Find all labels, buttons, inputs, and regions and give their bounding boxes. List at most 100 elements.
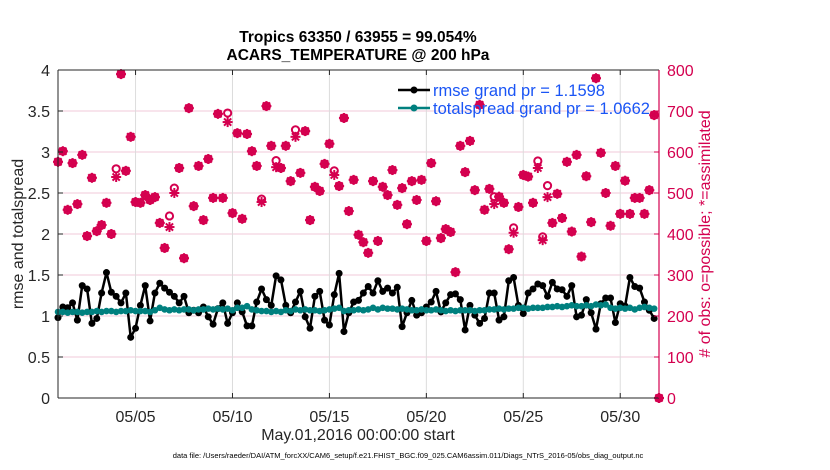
obs-assimilated-point: [319, 158, 330, 169]
asterisk-stroke: [97, 220, 106, 230]
rmse-point: [388, 289, 396, 297]
y-tick-label-left: 0.5: [28, 350, 50, 367]
totalspread-point: [335, 304, 343, 312]
obs-assimilated-point: [513, 201, 524, 212]
obs-assimilated-point: [586, 217, 597, 228]
asterisk-stroke: [431, 196, 441, 206]
totalspread-point: [612, 305, 619, 312]
totalspread-point: [316, 307, 324, 315]
obs-assimilated-point: [106, 229, 117, 239]
rmse-point: [112, 292, 120, 300]
totalspread-point: [568, 302, 576, 309]
obs-assimilated-point: [474, 99, 485, 110]
rmse-point: [117, 299, 125, 307]
rmse-point: [73, 316, 81, 324]
asterisk-stroke: [557, 213, 567, 223]
obs-assimilated-point: [649, 110, 660, 121]
totalspread-point: [355, 306, 362, 313]
totalspread-point: [204, 305, 212, 312]
obs-assimilated-point: [179, 253, 190, 264]
rmse-point: [296, 287, 304, 295]
asterisk-stroke: [368, 176, 378, 186]
rmse-point: [321, 316, 329, 324]
asterisk-stroke: [611, 161, 620, 171]
obs-assimilated-point: [527, 197, 538, 208]
totalspread-point: [461, 306, 469, 314]
asterisk-stroke: [77, 150, 87, 160]
asterisk-stroke: [552, 189, 562, 199]
totalspread-point: [447, 306, 454, 314]
obs-assimilated-point: [120, 165, 131, 176]
asterisk-stroke: [339, 113, 349, 123]
obs-assimilated-point: [406, 176, 417, 187]
asterisk-stroke: [107, 229, 116, 239]
rmse-point: [369, 289, 377, 297]
asterisk-stroke: [572, 150, 581, 160]
obs-assimilated-point: [537, 235, 548, 246]
y-tick-label-left: 2.5: [28, 186, 50, 203]
asterisk-stroke: [237, 214, 247, 224]
rmse-point: [432, 287, 440, 295]
rmse-point: [98, 289, 106, 297]
rmse-point: [393, 283, 401, 291]
asterisk-stroke: [601, 188, 610, 198]
totalspread-point: [127, 306, 135, 314]
asterisk-stroke: [422, 236, 431, 246]
obs-assimilated-point: [261, 101, 272, 112]
rmse-point: [587, 309, 595, 317]
y-tick-label-right: 0: [667, 391, 676, 408]
asterisk-stroke: [383, 190, 392, 200]
asterisk-stroke: [228, 208, 237, 218]
asterisk-stroke: [140, 190, 150, 200]
obs-possible-point: [164, 211, 175, 221]
obs-assimilated-point: [353, 229, 364, 240]
totalspread-point: [471, 307, 479, 315]
obs-assimilated-point: [198, 215, 209, 226]
asterisk-stroke: [194, 161, 203, 171]
obs-count-marks: [53, 69, 664, 403]
asterisk-stroke: [184, 103, 194, 113]
asterisk-stroke: [121, 166, 131, 176]
totalspread-point: [476, 306, 483, 314]
totalspread-point: [466, 306, 474, 314]
asterisk-stroke: [174, 163, 184, 173]
x-tick-label: 05/05: [116, 409, 156, 426]
rmse-point: [170, 292, 178, 300]
totalspread-point: [306, 306, 314, 314]
asterisk-stroke: [388, 165, 397, 175]
obs-assimilated-point: [266, 140, 277, 151]
asterisk-stroke: [189, 201, 199, 211]
obs-assimilated-point: [523, 171, 534, 182]
totalspread-point: [650, 305, 658, 312]
totalspread-point: [209, 306, 217, 313]
rmse-point: [88, 319, 96, 327]
rmse-point: [602, 294, 610, 302]
rmse-point: [102, 269, 110, 277]
data-file-footer: data file: /Users/raeder/DAI/ATM_forcXX/…: [173, 451, 644, 460]
obs-assimilated-point: [57, 146, 68, 157]
asterisk-stroke: [310, 182, 320, 192]
rmse-point: [408, 296, 416, 304]
totalspread-point: [248, 306, 256, 313]
obs-assimilated-point: [639, 208, 650, 219]
asterisk-stroke: [354, 230, 363, 240]
totalspread-point: [253, 306, 261, 314]
totalspread-point: [243, 302, 251, 310]
totalspread-point: [214, 305, 222, 312]
obs-assimilated-point: [455, 140, 466, 151]
asterisk-stroke: [213, 109, 223, 119]
asterisk-stroke: [417, 175, 426, 185]
asterisk-stroke: [136, 198, 145, 208]
totalspread-point: [408, 306, 416, 314]
totalspread-point: [311, 306, 319, 314]
rmse-point: [151, 289, 159, 297]
rmse-point: [359, 289, 367, 297]
totalspread-point: [389, 305, 396, 312]
asterisk-stroke: [378, 182, 388, 192]
obs-assimilated-point: [615, 208, 626, 219]
asterisk-stroke: [334, 181, 344, 191]
totalspread-point: [403, 306, 411, 313]
totalspread-point: [519, 304, 527, 312]
asterisk-stroke: [276, 163, 286, 173]
rmse-point: [136, 301, 144, 309]
